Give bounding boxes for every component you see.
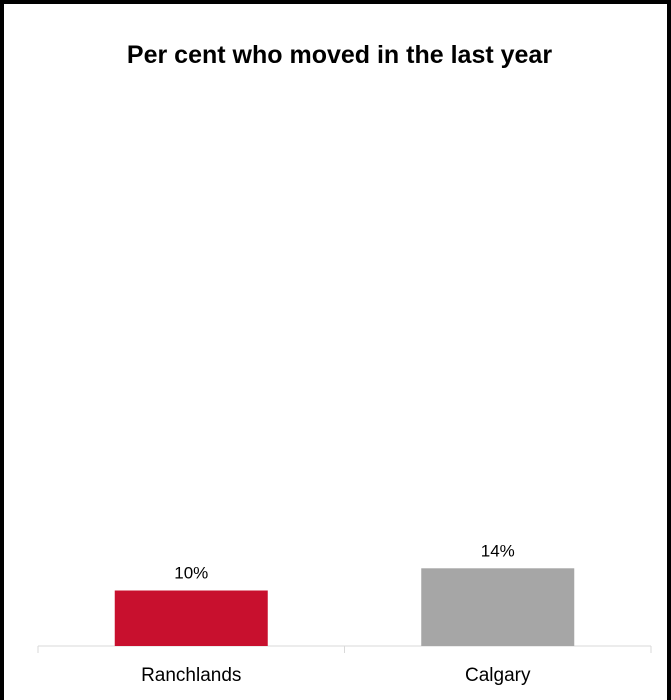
bars [114,568,575,646]
category-label: Ranchlands [141,665,241,686]
bar-calgary [421,568,575,646]
category-labels: Ranchlands Calgary [141,665,531,686]
category-label: Calgary [465,665,531,686]
data-labels: 10% 14% [174,541,515,582]
bar-ranchlands [114,590,268,646]
chart-title: Per cent who moved in the last year [126,41,553,69]
data-label: 10% [174,564,208,583]
data-label: 14% [481,541,515,560]
x-axis [37,645,652,653]
